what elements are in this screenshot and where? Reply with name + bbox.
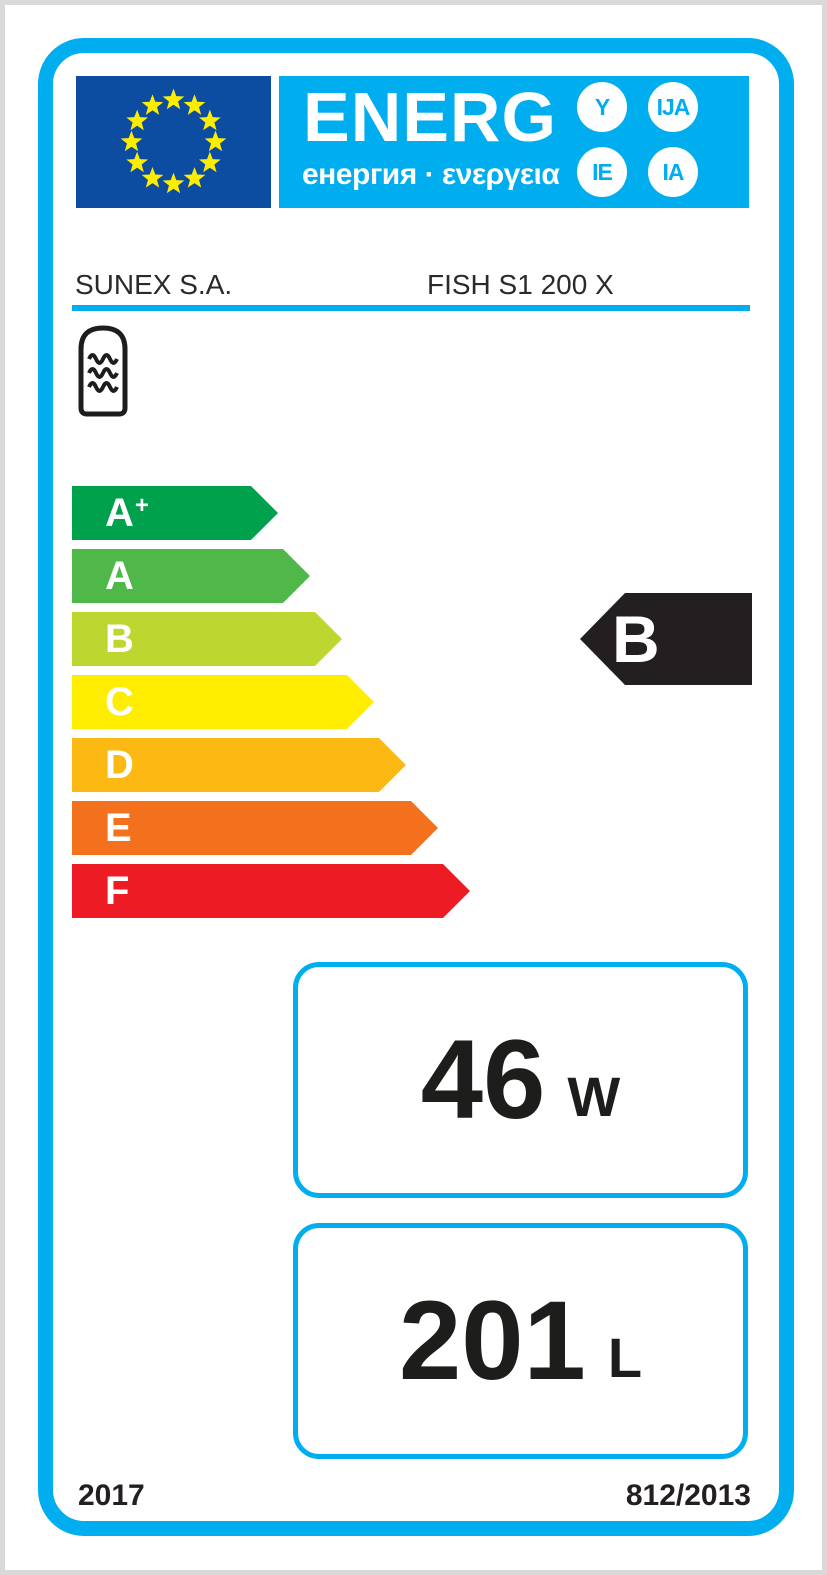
power-value: 46 [420,1017,546,1142]
class-letter: C [105,680,134,724]
power-unit: W [567,1065,621,1128]
volume-unit: L [607,1326,643,1389]
class-arrow-c: C [72,675,374,729]
class-letter: B [105,617,134,661]
water-storage-tank-icon [78,325,128,422]
label-year: 2017 [78,1479,145,1512]
class-arrow-e: E [72,801,438,855]
class-letter: A [105,554,134,598]
language-suffix-y: Y [577,82,627,132]
class-letter-plus: + [134,492,149,519]
volume-value: 201 [398,1278,586,1403]
energ-banner: ENERG енергия · ενεργεια Y IJA IE IA [279,76,749,208]
class-arrow-d: D [72,738,406,792]
power-consumption-box: 46 W [293,962,748,1198]
energy-scale: A + A B C D E F [72,486,552,927]
class-arrow-b: B [72,612,342,666]
regulation-number: 812/2013 [625,1479,751,1512]
eu-flag-icon [76,76,271,208]
class-arrow-a: A [72,549,310,603]
class-letter: A [105,491,134,535]
language-suffix-ija: IJA [648,82,698,132]
class-letter: E [105,806,132,850]
language-suffix-ia: IA [648,147,698,197]
energy-label: ENERG енергия · ενεργεια Y IJA IE IA SUN… [38,38,794,1536]
language-suffix-ie: IE [577,147,627,197]
rating-indicator-arrow: B [580,593,752,685]
rating-letter: B [612,602,660,676]
storage-volume-box: 201 L [293,1223,748,1459]
class-arrow-a-plus: A + [72,486,278,540]
eu-stars-graphic [120,88,227,194]
header-divider [72,305,750,311]
energ-subtitle: енергия · ενεργεια [302,158,560,191]
class-letter: F [105,869,130,913]
energ-title: ENERG [303,78,557,156]
supplier-name: SUNEX S.A. [75,269,233,300]
model-name: FISH S1 200 X [427,269,614,300]
class-arrow-f: F [72,864,470,918]
class-letter: D [105,743,134,787]
